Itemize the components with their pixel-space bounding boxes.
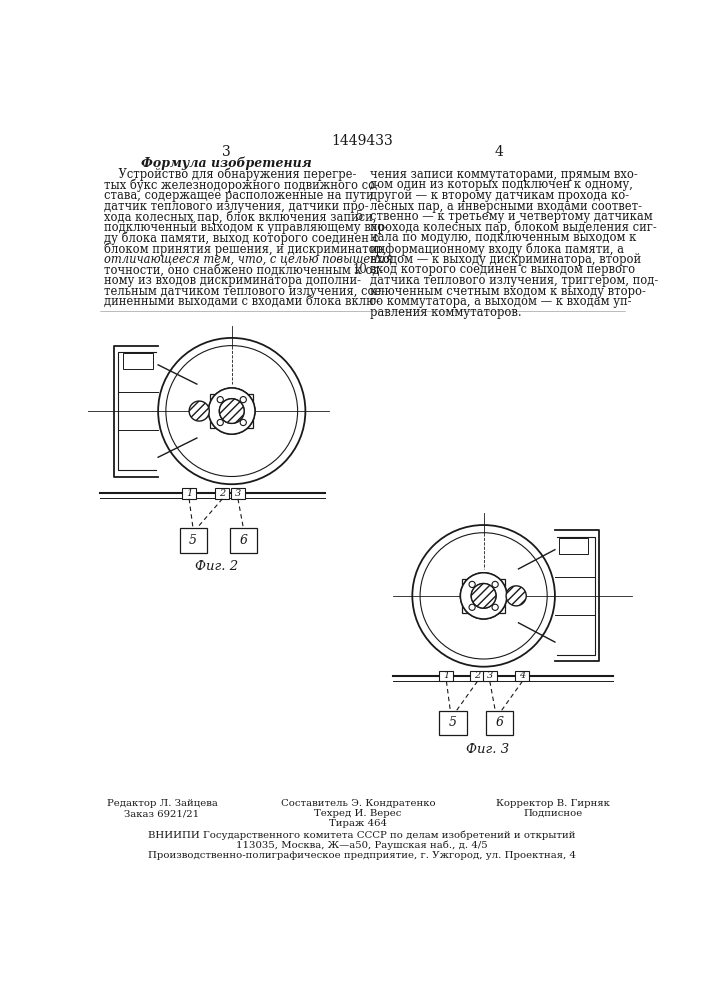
Bar [483, 671, 497, 681]
Text: вход которого соединен с выходом первого: вход которого соединен с выходом первого [370, 263, 635, 276]
Text: 4: 4 [495, 145, 503, 159]
Text: лесных пар, а инверсными входами соответ-: лесных пар, а инверсными входами соответ… [370, 200, 642, 213]
Circle shape [469, 581, 475, 588]
Text: Устройство для обнаружения перегре-: Устройство для обнаружения перегре- [104, 168, 356, 181]
Circle shape [219, 399, 244, 423]
Circle shape [472, 584, 496, 608]
Text: нала по модулю, подключенным выходом к: нала по модулю, подключенным выходом к [370, 231, 636, 244]
Text: Подписное: Подписное [524, 809, 583, 818]
Bar [230, 528, 257, 553]
Text: ду блока памяти, выход которого соединен с: ду блока памяти, выход которого соединен… [104, 231, 379, 245]
Text: подключенный выходом к управляющему вхо-: подключенный выходом к управляющему вхо- [104, 221, 388, 234]
Bar [216, 488, 230, 499]
Text: Составитель Э. Кондратенко: Составитель Э. Кондратенко [281, 799, 436, 808]
Text: Фиг. 3: Фиг. 3 [466, 743, 509, 756]
Text: датчика теплового излучения, триггером, под-: датчика теплового излучения, триггером, … [370, 274, 658, 287]
Text: точности, оно снабжено подключенным к од-: точности, оно снабжено подключенным к од… [104, 263, 383, 276]
Text: 6: 6 [240, 534, 247, 547]
Text: отличающееся тем, что, с целью повышения: отличающееся тем, что, с целью повышения [104, 253, 392, 266]
Text: Техред И. Верес: Техред И. Верес [315, 809, 402, 818]
Bar [515, 671, 530, 681]
Bar [182, 488, 196, 499]
Text: чения записи коммутаторами, прямым вхо-: чения записи коммутаторами, прямым вхо- [370, 168, 638, 181]
Text: 1: 1 [186, 489, 192, 498]
Text: 2: 2 [219, 489, 226, 498]
Bar [462, 579, 506, 613]
Text: 3: 3 [235, 489, 241, 498]
Bar [231, 488, 245, 499]
Text: входом — к выходу дискриминатора, второй: входом — к выходу дискриминатора, второй [370, 253, 641, 266]
Text: 6: 6 [495, 716, 503, 729]
Text: 5: 5 [449, 716, 457, 729]
Text: ВНИИПИ Государственного комитета СССР по делам изобретений и открытий: ВНИИПИ Государственного комитета СССР по… [148, 831, 575, 840]
Circle shape [209, 388, 255, 434]
Text: 3: 3 [222, 145, 230, 159]
Text: Заказ 6921/21: Заказ 6921/21 [124, 809, 199, 818]
Text: информационному входу блока памяти, а: информационному входу блока памяти, а [370, 242, 624, 256]
Text: другой — к второму датчикам прохода ко-: другой — к второму датчикам прохода ко- [370, 189, 629, 202]
Text: датчик теплового излучения, датчики про-: датчик теплового излучения, датчики про- [104, 200, 368, 213]
Text: диненными выходами с входами блока вклю-: диненными выходами с входами блока вклю- [104, 295, 380, 308]
Text: прохода колесных пар, блоком выделения сиг-: прохода колесных пар, блоком выделения с… [370, 221, 657, 234]
Circle shape [469, 604, 475, 610]
Circle shape [209, 388, 255, 434]
Bar [123, 353, 153, 369]
Bar [440, 671, 453, 681]
Text: 4: 4 [519, 671, 525, 680]
Text: ному из входов дискриминатора дополни-: ному из входов дискриминатора дополни- [104, 274, 361, 287]
Text: Корректор В. Гирняк: Корректор В. Гирняк [496, 799, 610, 808]
Bar [440, 711, 467, 735]
Text: 1: 1 [443, 671, 450, 680]
Circle shape [460, 573, 507, 619]
Bar [486, 711, 513, 735]
Circle shape [217, 397, 223, 403]
Circle shape [506, 586, 526, 606]
Bar [88, 319, 375, 565]
Text: става, содержащее расположенные на пути: става, содержащее расположенные на пути [104, 189, 373, 202]
Circle shape [492, 581, 498, 588]
Circle shape [219, 399, 244, 423]
Text: 10: 10 [352, 263, 367, 276]
Text: ключенным счетным входом к выходу второ-: ключенным счетным входом к выходу второ- [370, 285, 645, 298]
Circle shape [240, 419, 246, 426]
Circle shape [217, 419, 223, 426]
Bar [559, 538, 588, 554]
Text: Формула изобретения: Формула изобретения [141, 157, 312, 170]
Circle shape [189, 401, 209, 421]
Text: блоком принятия решения, и дискриминатор,: блоком принятия решения, и дискриминатор… [104, 242, 387, 256]
Bar [470, 671, 484, 681]
Text: 5: 5 [356, 210, 363, 223]
Bar [180, 528, 207, 553]
Circle shape [472, 584, 496, 608]
Circle shape [240, 397, 246, 403]
Text: го коммутатора, а выходом — к входам уп-: го коммутатора, а выходом — к входам уп- [370, 295, 631, 308]
Text: равления коммутаторов.: равления коммутаторов. [370, 306, 521, 319]
Text: 113035, Москва, Ж—а50, Раушская наб., д. 4/5: 113035, Москва, Ж—а50, Раушская наб., д.… [236, 841, 488, 850]
Circle shape [460, 573, 507, 619]
Text: Тираж 464: Тираж 464 [329, 819, 387, 828]
Text: Фиг. 2: Фиг. 2 [194, 560, 238, 573]
Text: Редактор Л. Зайцева: Редактор Л. Зайцева [107, 799, 218, 808]
Text: ственно — к третьему и четвертому датчикам: ственно — к третьему и четвертому датчик… [370, 210, 653, 223]
Text: Производственно-полиграфическое предприятие, г. Ужгород, ул. Проектная, 4: Производственно-полиграфическое предприя… [148, 851, 576, 860]
Text: 3: 3 [486, 671, 493, 680]
Text: 2: 2 [474, 671, 481, 680]
Text: тых букс железнодорожного подвижного со-: тых букс железнодорожного подвижного со- [104, 178, 379, 192]
Text: тельным датчиком теплового излучения, сое-: тельным датчиком теплового излучения, со… [104, 285, 385, 298]
Bar [389, 506, 671, 751]
Text: 5: 5 [189, 534, 197, 547]
Text: 1449433: 1449433 [331, 134, 393, 148]
Circle shape [492, 604, 498, 610]
Text: хода колесных пар, блок включения записи,: хода колесных пар, блок включения записи… [104, 210, 376, 224]
Text: дом один из которых подключен к одному,: дом один из которых подключен к одному, [370, 178, 633, 191]
Bar [210, 394, 253, 428]
